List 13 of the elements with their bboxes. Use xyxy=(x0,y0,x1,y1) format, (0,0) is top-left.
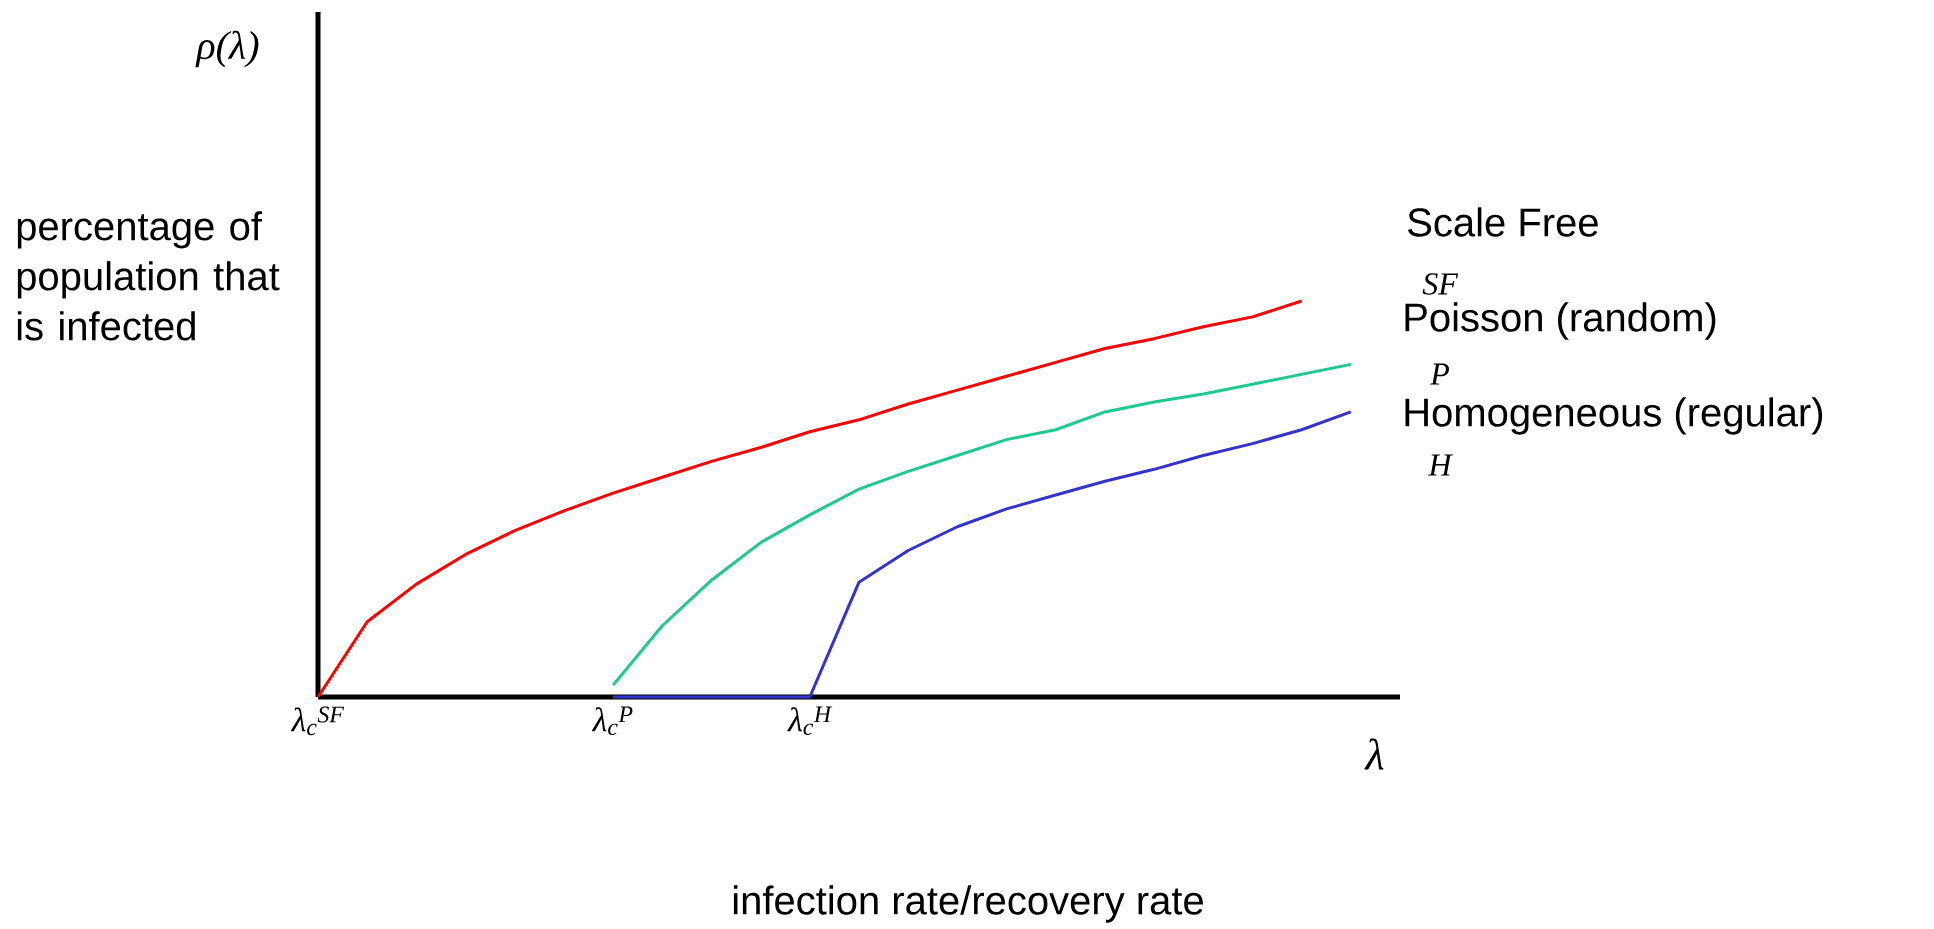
text: λ xyxy=(1364,738,1384,770)
text: P xyxy=(1430,363,1449,385)
x-axis-title: infection rate/recovery rate xyxy=(733,885,1203,923)
x-tick-label: λ$_{c}$$^{P}$ xyxy=(591,706,633,736)
text: H xyxy=(1428,454,1454,476)
x-tick-label: λ$_{c}$$^{SF}$ xyxy=(290,706,345,736)
text: ρ(λ) xyxy=(195,30,259,68)
y-axis-title: percentage of population that is infected xyxy=(17,211,280,341)
series-label: Homogeneous (regular) xyxy=(1405,397,1823,435)
text: Scale Free xyxy=(1408,207,1598,237)
series-label: Poisson (random) xyxy=(1405,302,1716,340)
x-tick-label: λ$_{c}$$^{H}$ xyxy=(787,706,833,736)
text: SF xyxy=(1422,273,1459,295)
